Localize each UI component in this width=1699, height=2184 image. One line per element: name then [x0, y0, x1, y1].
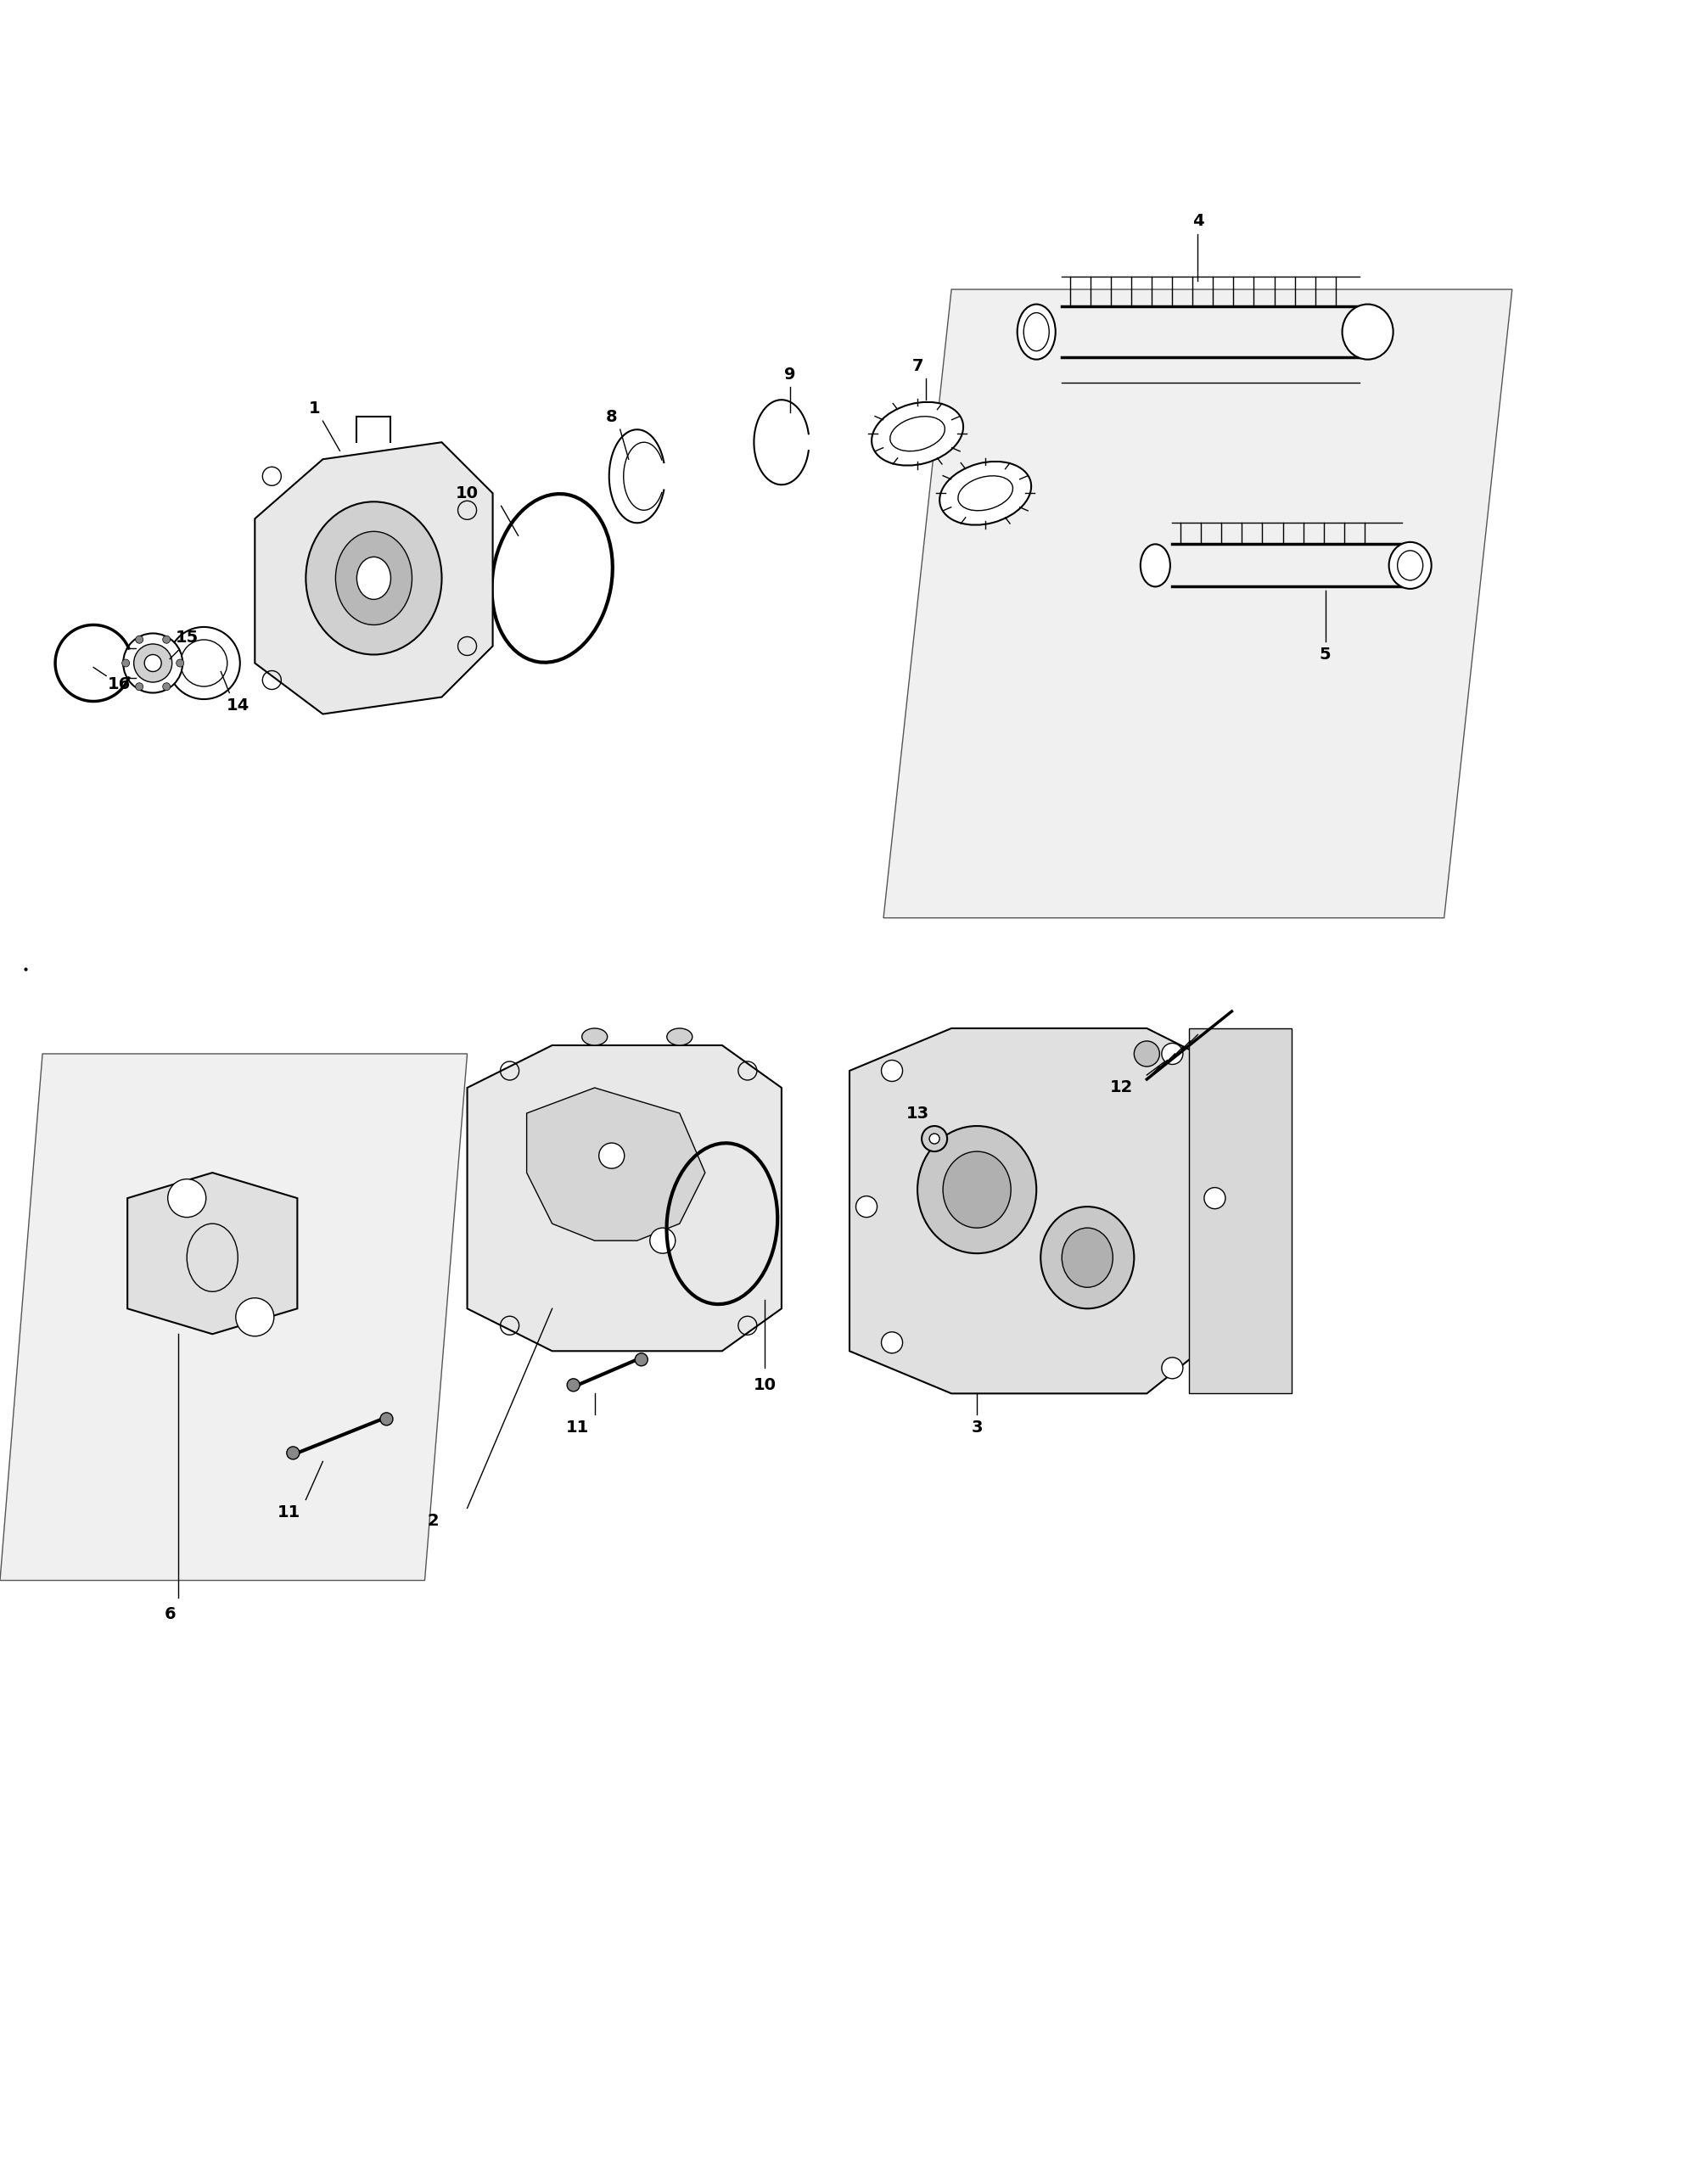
Ellipse shape	[180, 640, 228, 686]
Polygon shape	[850, 1029, 1232, 1393]
Ellipse shape	[357, 557, 391, 598]
Text: 2: 2	[428, 1514, 438, 1529]
Text: 9: 9	[785, 367, 795, 382]
Ellipse shape	[1140, 544, 1171, 587]
Text: 10: 10	[455, 485, 479, 502]
Ellipse shape	[581, 1029, 608, 1046]
Polygon shape	[527, 1088, 705, 1241]
Text: 11: 11	[277, 1505, 301, 1520]
Ellipse shape	[1018, 304, 1055, 360]
Ellipse shape	[1040, 1208, 1135, 1308]
Ellipse shape	[917, 1127, 1036, 1254]
Text: 15: 15	[175, 629, 199, 646]
Polygon shape	[0, 1055, 467, 1581]
Ellipse shape	[124, 633, 183, 692]
Ellipse shape	[236, 1297, 274, 1337]
Ellipse shape	[921, 1127, 948, 1151]
Text: 1: 1	[309, 400, 319, 417]
Ellipse shape	[163, 684, 170, 690]
Ellipse shape	[600, 1142, 625, 1168]
Text: 3: 3	[972, 1420, 982, 1435]
Ellipse shape	[666, 1029, 693, 1046]
Ellipse shape	[929, 1133, 940, 1144]
Ellipse shape	[1342, 304, 1393, 360]
Ellipse shape	[1205, 1188, 1225, 1208]
Text: 4: 4	[1193, 214, 1203, 229]
Ellipse shape	[144, 655, 161, 673]
Text: 12: 12	[1109, 1079, 1133, 1096]
Text: 16: 16	[107, 677, 131, 692]
Ellipse shape	[1162, 1358, 1183, 1378]
Ellipse shape	[1390, 542, 1432, 590]
Ellipse shape	[1135, 1042, 1160, 1066]
Ellipse shape	[136, 684, 143, 690]
Text: 13: 13	[906, 1105, 929, 1120]
Text: 8: 8	[607, 408, 617, 426]
Ellipse shape	[1162, 1044, 1183, 1064]
Text: 6: 6	[165, 1605, 175, 1623]
Ellipse shape	[635, 1354, 647, 1365]
Ellipse shape	[122, 660, 129, 666]
Ellipse shape	[651, 1227, 676, 1254]
Ellipse shape	[136, 636, 143, 644]
Ellipse shape	[940, 461, 1031, 524]
Text: 14: 14	[226, 697, 250, 714]
Ellipse shape	[381, 1413, 392, 1426]
Polygon shape	[255, 443, 493, 714]
Ellipse shape	[177, 660, 183, 666]
Ellipse shape	[336, 531, 413, 625]
Ellipse shape	[168, 627, 240, 699]
Ellipse shape	[163, 636, 170, 644]
Text: 7: 7	[912, 358, 923, 373]
Text: 11: 11	[566, 1420, 590, 1435]
Polygon shape	[467, 1046, 782, 1352]
Ellipse shape	[306, 502, 442, 655]
Ellipse shape	[567, 1378, 579, 1391]
Ellipse shape	[856, 1197, 877, 1216]
Ellipse shape	[872, 402, 963, 465]
Ellipse shape	[882, 1059, 902, 1081]
Ellipse shape	[134, 644, 172, 681]
Polygon shape	[1189, 1029, 1291, 1393]
Ellipse shape	[943, 1151, 1011, 1227]
Ellipse shape	[1023, 312, 1050, 352]
Ellipse shape	[882, 1332, 902, 1354]
Ellipse shape	[1062, 1227, 1113, 1286]
Text: 10: 10	[753, 1376, 776, 1393]
Ellipse shape	[168, 1179, 206, 1216]
Text: 5: 5	[1320, 646, 1330, 662]
Ellipse shape	[287, 1446, 299, 1459]
Polygon shape	[127, 1173, 297, 1334]
Polygon shape	[883, 290, 1512, 917]
